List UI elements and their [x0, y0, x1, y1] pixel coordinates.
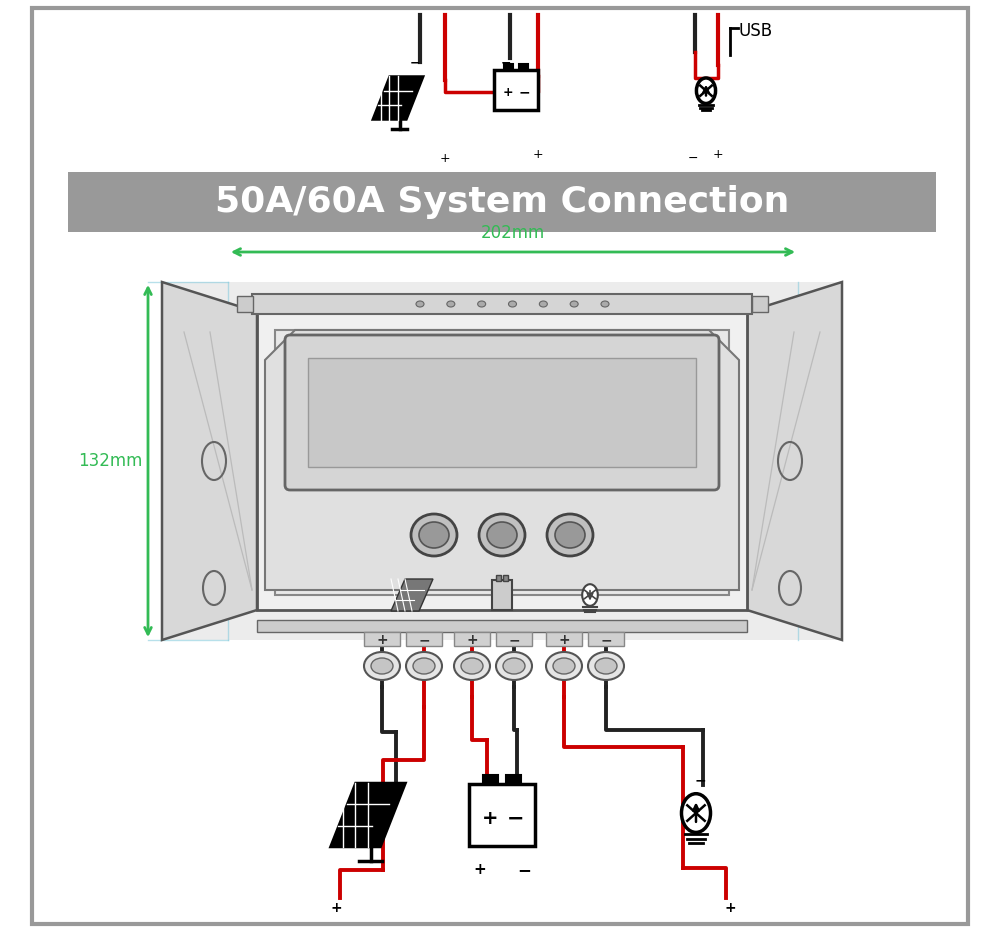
Text: +: +: [503, 86, 514, 99]
Bar: [546, 632, 582, 646]
Text: +: +: [713, 148, 723, 161]
Polygon shape: [372, 76, 424, 119]
Ellipse shape: [406, 652, 442, 680]
Ellipse shape: [447, 301, 455, 307]
Text: USB: USB: [738, 22, 772, 40]
Ellipse shape: [546, 652, 582, 680]
Ellipse shape: [461, 658, 483, 674]
Bar: [506, 775, 521, 784]
Text: −: −: [418, 633, 430, 647]
Bar: [504, 64, 513, 70]
Bar: [588, 632, 624, 646]
Polygon shape: [265, 330, 739, 590]
Text: +: +: [474, 862, 486, 878]
Ellipse shape: [454, 652, 490, 680]
Ellipse shape: [555, 522, 585, 548]
Text: −: −: [517, 861, 531, 879]
Ellipse shape: [413, 658, 435, 674]
Text: 50A/60A System Connection: 50A/60A System Connection: [215, 185, 789, 219]
Bar: [257, 312, 747, 610]
Bar: [752, 296, 768, 312]
Ellipse shape: [478, 301, 486, 307]
Text: −: −: [506, 808, 524, 829]
Text: −: −: [508, 633, 520, 647]
Bar: [252, 294, 752, 314]
Ellipse shape: [364, 652, 400, 680]
Text: −: −: [519, 85, 530, 99]
Bar: [494, 70, 538, 110]
Polygon shape: [162, 282, 257, 640]
Text: +: +: [558, 633, 570, 647]
Text: +: +: [482, 809, 498, 828]
Text: +: +: [376, 633, 388, 647]
Ellipse shape: [588, 652, 624, 680]
Ellipse shape: [681, 794, 711, 832]
Text: −: −: [501, 57, 511, 70]
Text: 202mm: 202mm: [481, 224, 545, 242]
Text: −: −: [688, 152, 698, 165]
Bar: [364, 632, 400, 646]
Ellipse shape: [371, 658, 393, 674]
Text: +: +: [533, 148, 543, 161]
Text: −: −: [394, 775, 406, 789]
Ellipse shape: [416, 301, 424, 307]
Text: −: −: [600, 633, 612, 647]
Ellipse shape: [595, 658, 617, 674]
Text: +: +: [440, 152, 450, 165]
Ellipse shape: [411, 514, 457, 556]
Bar: [454, 632, 490, 646]
Ellipse shape: [503, 658, 525, 674]
Polygon shape: [391, 579, 433, 611]
Bar: [469, 784, 535, 846]
Text: +: +: [724, 901, 736, 915]
Bar: [308, 358, 696, 467]
Bar: [496, 632, 532, 646]
Bar: [68, 172, 936, 232]
Bar: [162, 282, 842, 640]
Text: −: −: [694, 773, 706, 787]
Bar: [496, 575, 501, 581]
Bar: [492, 580, 512, 610]
Text: +: +: [466, 633, 478, 647]
Ellipse shape: [539, 301, 547, 307]
Text: 132mm: 132mm: [78, 452, 142, 470]
Ellipse shape: [509, 301, 516, 307]
Bar: [503, 575, 508, 581]
Ellipse shape: [479, 514, 525, 556]
Bar: [257, 620, 747, 632]
Ellipse shape: [696, 78, 716, 103]
Ellipse shape: [496, 652, 532, 680]
Ellipse shape: [570, 301, 578, 307]
Ellipse shape: [547, 514, 593, 556]
Ellipse shape: [487, 522, 517, 548]
Bar: [406, 632, 442, 646]
FancyBboxPatch shape: [285, 335, 719, 490]
Text: +: +: [330, 901, 342, 915]
Ellipse shape: [601, 301, 609, 307]
Ellipse shape: [553, 658, 575, 674]
Ellipse shape: [582, 584, 598, 606]
Polygon shape: [747, 282, 842, 640]
Bar: [237, 296, 253, 312]
Ellipse shape: [419, 522, 449, 548]
Bar: [483, 775, 498, 784]
Text: −: −: [410, 57, 420, 70]
Polygon shape: [330, 783, 406, 847]
Bar: [275, 330, 729, 595]
Bar: [519, 64, 528, 70]
